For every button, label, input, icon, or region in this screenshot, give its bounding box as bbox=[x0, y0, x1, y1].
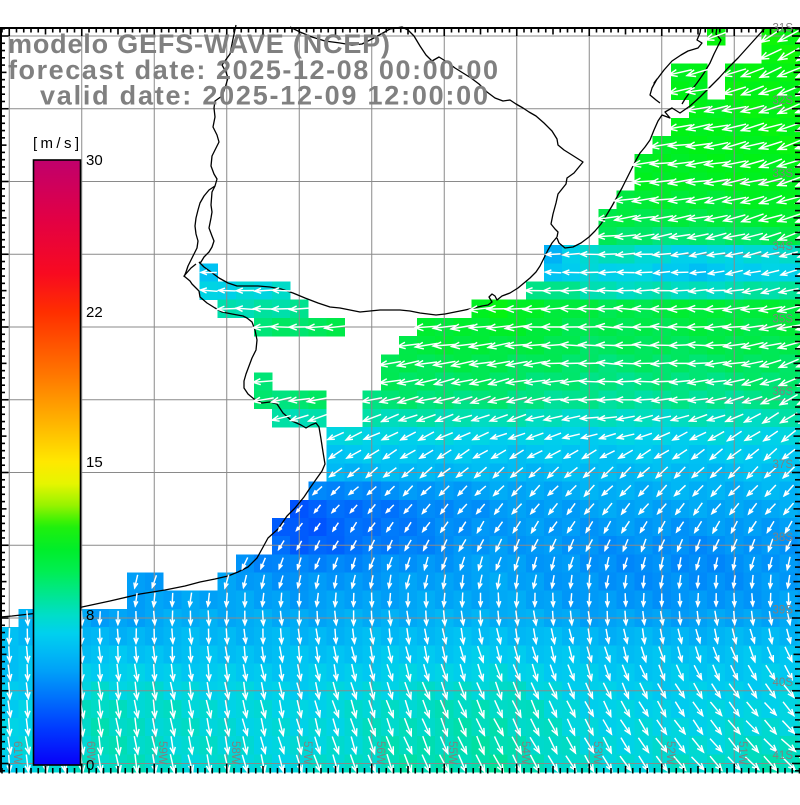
svg-text:60W: 60W bbox=[84, 741, 96, 765]
svg-text:forecast date: 2025-12-08 00:0: forecast date: 2025-12-08 00:00:00 bbox=[8, 55, 498, 85]
svg-text:modelo GEFS-WAVE (NCEP): modelo GEFS-WAVE (NCEP) bbox=[8, 29, 390, 59]
svg-text:0: 0 bbox=[86, 757, 94, 774]
svg-text:37S: 37S bbox=[773, 459, 794, 471]
svg-text:61W: 61W bbox=[11, 741, 23, 765]
svg-text:36S: 36S bbox=[773, 386, 794, 398]
svg-text:22: 22 bbox=[86, 304, 103, 321]
svg-text:[m/s]: [m/s] bbox=[33, 135, 79, 152]
svg-text:15: 15 bbox=[86, 454, 103, 471]
svg-text:59W: 59W bbox=[156, 741, 168, 765]
svg-text:31S: 31S bbox=[773, 23, 794, 35]
svg-text:38S: 38S bbox=[773, 532, 794, 544]
svg-text:valid date: 2025-12-09 12:00:0: valid date: 2025-12-09 12:00:00 bbox=[40, 81, 488, 111]
svg-text:35S: 35S bbox=[773, 314, 794, 326]
svg-text:54W: 54W bbox=[519, 741, 531, 765]
svg-text:57W: 57W bbox=[301, 741, 313, 765]
svg-text:58W: 58W bbox=[229, 741, 241, 765]
svg-text:40S: 40S bbox=[773, 677, 794, 689]
svg-text:56W: 56W bbox=[374, 741, 386, 765]
svg-text:30: 30 bbox=[86, 152, 103, 169]
svg-text:33S: 33S bbox=[773, 168, 794, 180]
svg-text:32S: 32S bbox=[773, 95, 794, 107]
svg-text:39S: 39S bbox=[773, 605, 794, 617]
svg-text:8: 8 bbox=[86, 607, 94, 624]
svg-text:53W: 53W bbox=[591, 741, 603, 765]
svg-text:52W: 52W bbox=[664, 741, 676, 765]
svg-text:34S: 34S bbox=[773, 241, 794, 253]
svg-text:51W: 51W bbox=[736, 741, 748, 765]
svg-text:41S: 41S bbox=[773, 750, 794, 762]
svg-text:55W: 55W bbox=[446, 741, 458, 765]
